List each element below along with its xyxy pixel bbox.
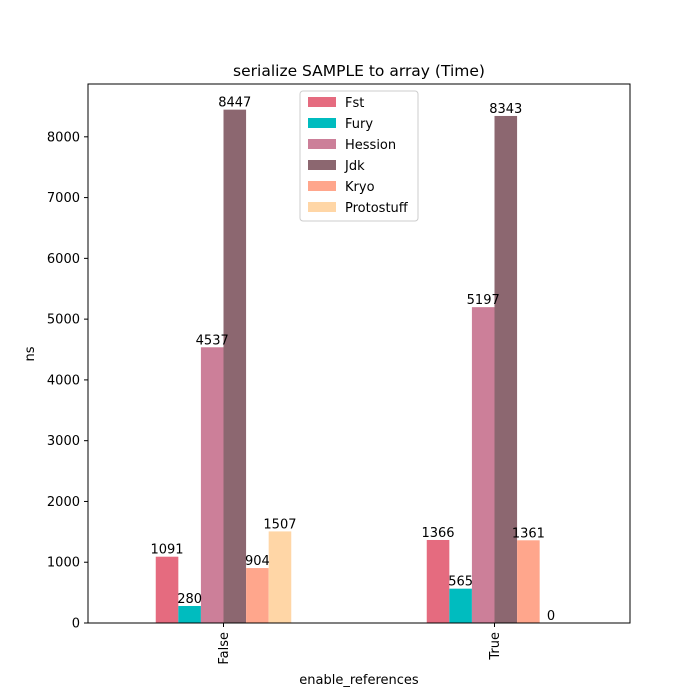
bar-fury-false — [178, 605, 201, 623]
legend-label: Fst — [345, 96, 364, 111]
data-label: 1361 — [512, 526, 545, 541]
y-tick-label: 7000 — [47, 191, 80, 206]
y-tick-label: 8000 — [47, 130, 80, 145]
legend-label: Hession — [345, 138, 396, 153]
legend-label: Protostuff — [345, 201, 409, 216]
y-tick-label: 6000 — [47, 252, 80, 267]
data-labels-group: 1091 1366 280 565 4537 5197 8447 8343 904 1361 150… — [150, 96, 555, 624]
plot-frame — [87, 83, 631, 624]
data-label: 280 — [177, 592, 202, 607]
y-tick-label: 0 — [72, 617, 80, 632]
bar-protostuff-false — [268, 531, 292, 623]
x-axis: False True — [217, 623, 503, 665]
bar-hession-false — [200, 347, 224, 623]
x-tick-label: True — [488, 632, 503, 661]
bar-fst-false — [155, 556, 179, 623]
legend-label: Fury — [345, 117, 373, 132]
data-label: 1091 — [150, 543, 183, 558]
x-tick-label: False — [217, 632, 232, 665]
data-label: 5197 — [467, 293, 500, 308]
x-axis-title: enable_references — [299, 673, 419, 688]
bar-kryo-false — [246, 568, 269, 623]
data-label: 565 — [448, 575, 473, 590]
data-label: 1507 — [263, 517, 296, 532]
y-tick-label: 5000 — [47, 313, 80, 328]
legend-swatch — [308, 181, 336, 191]
bar-kryo-true — [517, 540, 540, 623]
legend-swatch — [308, 97, 336, 107]
bar-jdk-true — [494, 115, 518, 623]
data-label: 8447 — [218, 96, 251, 111]
y-tick-label: 1000 — [47, 556, 80, 571]
y-tick-label: 4000 — [47, 373, 80, 388]
bar-fst-true — [426, 539, 450, 623]
y-tick-label: 2000 — [47, 495, 80, 510]
data-label: 8343 — [489, 102, 522, 117]
bar-hession-true — [471, 307, 495, 623]
data-label: 0 — [547, 609, 555, 624]
legend: Fst Fury Hession Jdk Kryo Protostuff — [299, 90, 419, 222]
legend-swatch — [308, 118, 336, 128]
y-axis-title: ns — [23, 346, 38, 361]
bars-group — [155, 109, 540, 623]
legend-swatch — [308, 202, 336, 212]
bar-fury-true — [449, 588, 472, 623]
legend-label: Kryo — [345, 180, 375, 195]
bar-jdk-false — [223, 109, 247, 623]
legend-label: Jdk — [344, 159, 365, 174]
legend-swatch — [308, 139, 336, 149]
data-label: 1366 — [421, 526, 454, 541]
data-label: 904 — [245, 554, 270, 569]
chart-title: serialize SAMPLE to array (Time) — [233, 62, 485, 80]
legend-swatch — [308, 160, 336, 170]
y-tick-label: 3000 — [47, 434, 80, 449]
data-label: 4537 — [196, 333, 229, 348]
y-axis: 0 1000 2000 3000 4000 5000 6000 7000 8000 — [47, 130, 88, 632]
